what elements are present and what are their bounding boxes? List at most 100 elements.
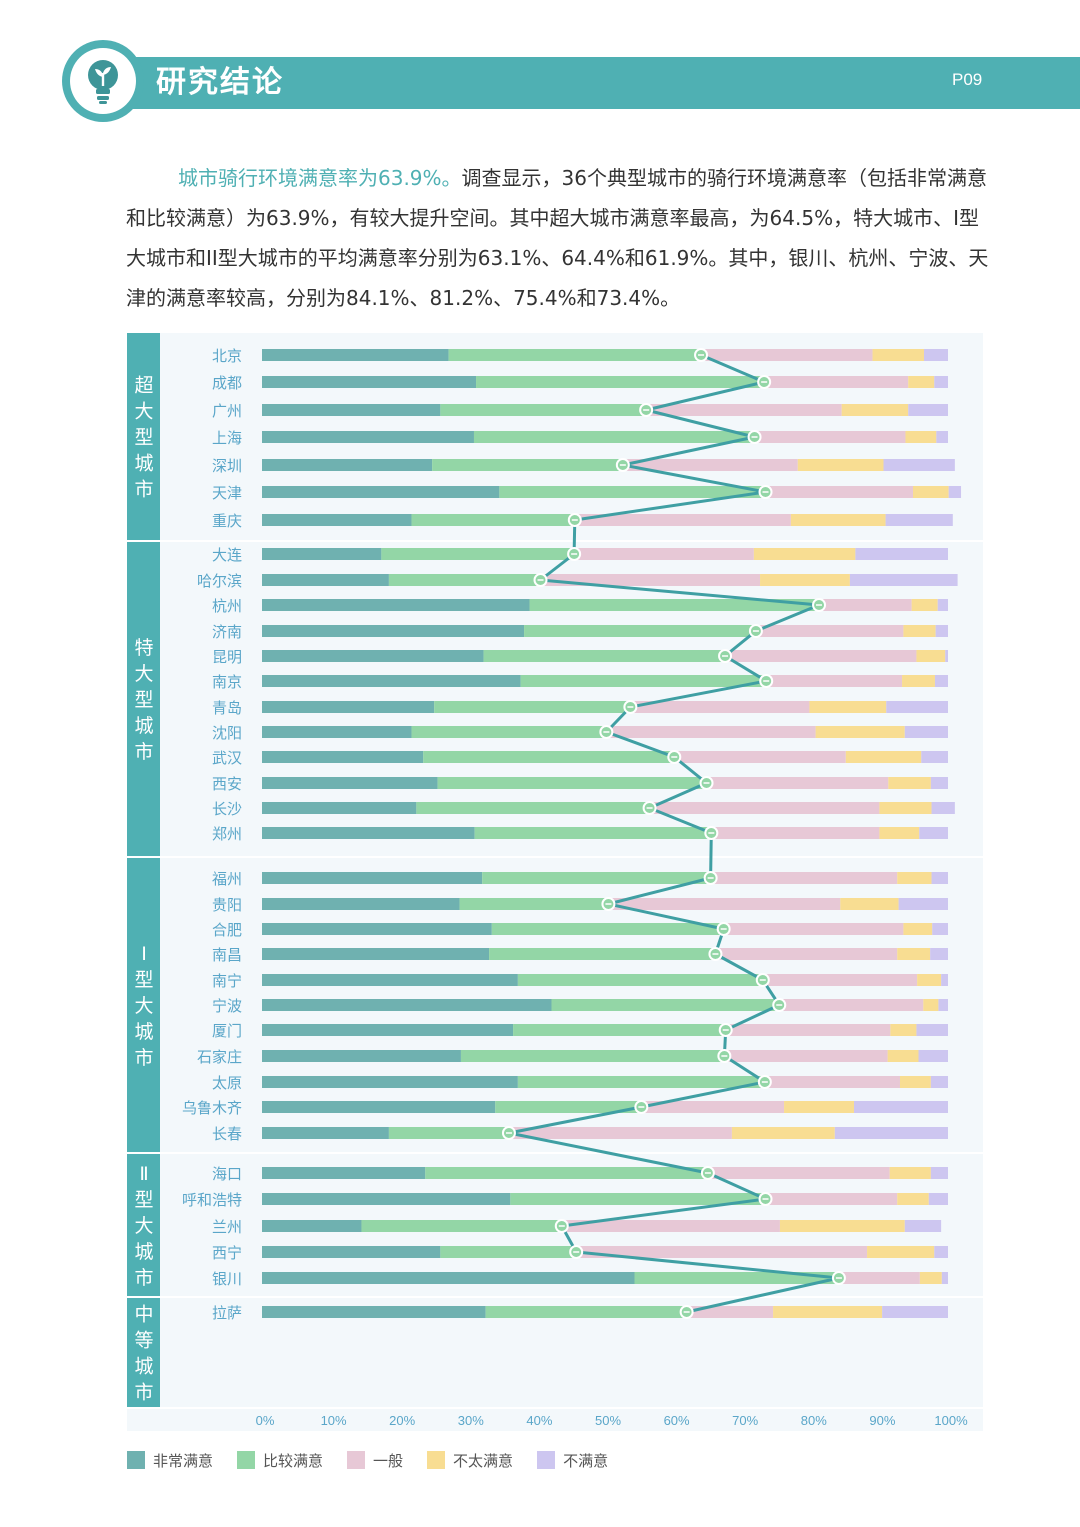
satisfaction-line [507,353,841,1314]
bar-segment-neutral [723,923,904,935]
city-label: 长沙 [212,800,242,818]
group-label-char: 中 [134,1304,153,1326]
bar-segment-satisfied [489,948,716,960]
group-label-char: 大 [134,995,153,1017]
bar-segment-very-satisfied [262,1306,486,1318]
bar-segment-satisfied [499,486,766,498]
bar-segment-neutral [711,827,880,839]
bar-segment-very-satisfied [262,726,412,738]
bar-segment-unsatisfied [809,701,887,713]
bar-segment-unsatisfied [889,1167,931,1179]
city-label: 拉萨 [212,1304,242,1322]
bar-segment-very-satisfied [262,948,490,960]
bar-segment-unsatisfied [917,974,942,986]
bar-segment-very-unsatisfied [938,999,948,1011]
group-label-char: 大 [134,663,153,685]
city-label: 大连 [212,546,242,564]
bar-segment-very-unsatisfied [904,726,948,738]
bar-segment-neutral [706,777,889,789]
bar-segment-unsatisfied [903,923,933,935]
city-label: 郑州 [212,825,242,843]
bar-segment-neutral [755,625,904,637]
group-label-char: 特 [134,637,153,659]
group-label-char: 超 [134,375,153,397]
city-label: 武汉 [212,749,242,767]
group-label-char: 城 [134,1241,153,1263]
group-label-char: 城 [134,1021,153,1043]
group-label-char: 市 [134,1267,153,1289]
bar-segment-neutral [765,1193,898,1205]
group-label-char: 市 [134,1382,153,1404]
bar-segment-very-unsatisfied [908,404,948,416]
group-band [127,542,160,856]
bar-segment-very-unsatisfied [930,1167,948,1179]
city-label: 沈阳 [212,724,242,742]
bar-segment-neutral [779,999,924,1011]
bar-segment-neutral [715,948,898,960]
bar-segment-neutral [764,1076,900,1088]
bar-segment-very-satisfied [262,675,521,687]
bar-segment-unsatisfied [899,1076,931,1088]
bar-segment-unsatisfied [879,802,932,814]
legend-swatch-very-unsatisfied [537,1451,556,1469]
bar-segment-very-unsatisfied [854,1101,948,1113]
x-tick-label: 40% [526,1413,552,1428]
city-label: 北京 [212,347,242,365]
x-tick-label: 10% [321,1413,347,1428]
bar-segment-satisfied [473,431,755,443]
legend-neutral: 一般 [347,1450,403,1471]
bar-segment-unsatisfied [797,459,884,471]
bar-segment-unsatisfied [731,1127,835,1139]
group-label-char: 城 [134,1356,153,1378]
bar-segment-satisfied [634,1272,839,1284]
bar-segment-very-unsatisfied [941,974,948,986]
bar-segment-very-satisfied [262,701,435,713]
lightbulb-icon [88,60,118,104]
city-label: 西安 [212,775,242,793]
city-label: 南昌 [212,946,242,964]
bar-segment-satisfied [476,376,765,388]
group-label-char: 等 [134,1330,153,1352]
city-label: 济南 [212,623,242,641]
bar-segment-unsatisfied [911,599,938,611]
city-label: 杭州 [212,597,242,615]
bar-segment-satisfied [432,459,623,471]
bar-segment-very-satisfied [262,459,433,471]
bar-segment-satisfied [411,514,575,526]
bar-segment-satisfied [495,1101,642,1113]
bar-segment-very-unsatisfied [904,1220,942,1232]
bar-segment-neutral [838,1272,920,1284]
bar-segment-unsatisfied [753,548,856,560]
bar-segment-very-satisfied [262,872,483,884]
bar-segment-neutral [561,1220,780,1232]
bar-segment-neutral [819,599,912,611]
bar-segment-very-satisfied [262,777,438,789]
bar-segment-very-satisfied [262,1101,496,1113]
bar-segment-satisfied [381,548,575,560]
bar-segment-very-satisfied [262,514,412,526]
group-label-char: 大 [134,401,153,423]
bar-segment-very-satisfied [262,376,477,388]
city-label: 天津 [212,484,242,502]
city-label: 宁波 [212,997,242,1015]
group-label-char: Ⅱ [139,1163,148,1185]
x-tick-label: 90% [869,1413,895,1428]
bar-segment-neutral [764,376,909,388]
city-label: 呼和浩特 [182,1191,242,1209]
x-tick-label: 0% [256,1413,275,1428]
bar-segment-unsatisfied [773,1306,883,1318]
bar-segment-very-satisfied [262,1246,441,1258]
bar-segment-unsatisfied [897,948,931,960]
bar-segment-unsatisfied [888,777,931,789]
legend-very-unsatisfied: 不满意 [537,1450,608,1471]
bar-segment-very-satisfied [262,625,525,637]
bar-segment-unsatisfied [845,751,922,763]
legend-swatch-satisfied [237,1451,256,1469]
x-tick-label: 80% [801,1413,827,1428]
bar-segment-satisfied [416,802,650,814]
bar-segment-very-satisfied [262,650,484,662]
bar-segment-very-satisfied [262,751,424,763]
bar-segment-very-satisfied [262,1127,389,1139]
city-label: 银川 [212,1270,242,1288]
x-tick-label: 30% [458,1413,484,1428]
